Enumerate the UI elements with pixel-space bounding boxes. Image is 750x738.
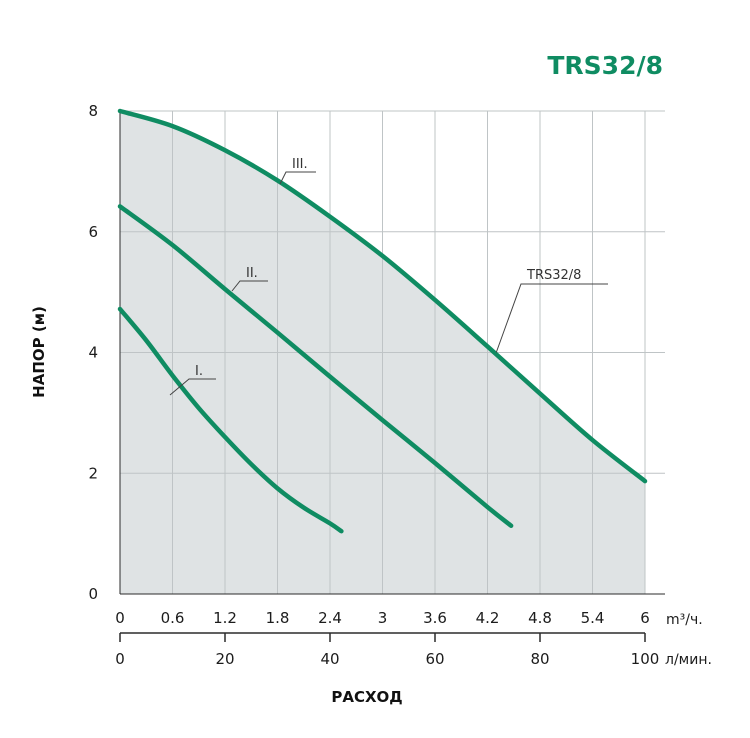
- y-axis-title: НАПОР (м): [30, 306, 48, 398]
- x-tick-label: 2.4: [318, 609, 342, 627]
- x-axis-unit-primary: m³/ч.: [666, 612, 703, 628]
- x-tick-labels: 0 0.6 1.2 1.8 2.4 3 3.6 4.2 4.8 5.4 6: [115, 609, 650, 627]
- x-axis-title: РАСХОД: [331, 688, 402, 706]
- x-tick-label: 3.6: [423, 609, 447, 627]
- y-tick-label: 4: [88, 344, 98, 362]
- series-label-leader: [231, 280, 268, 292]
- y-tick-label: 0: [88, 585, 98, 603]
- y-tick-label: 6: [88, 223, 98, 241]
- series-curve-3: [117, 108, 648, 484]
- x-tick-label: 6: [640, 609, 650, 627]
- x-tick-label: 0: [115, 609, 125, 627]
- x-tick-label: 0.6: [161, 609, 185, 627]
- secondary-tick-label: 40: [320, 650, 339, 668]
- series-group: [117, 108, 648, 534]
- chart-title: TRS32/8: [547, 51, 663, 80]
- series-label-3: III.: [292, 157, 308, 172]
- series-label-2: II.: [246, 266, 258, 281]
- series-label-1: I.: [195, 364, 203, 379]
- model-annotation-leader: [495, 283, 608, 353]
- secondary-tick-label: 100: [631, 650, 660, 668]
- secondary-tick-label: 80: [530, 650, 549, 668]
- series-labels: I. II. III. TRS32/8: [169, 157, 608, 396]
- x-tick-label: 4.2: [476, 609, 500, 627]
- series-label-leader: [279, 171, 316, 185]
- secondary-tick-label: 20: [215, 650, 234, 668]
- model-annotation: TRS32/8: [526, 268, 581, 283]
- secondary-x-axis: 0 20 40 60 80 100: [115, 632, 660, 668]
- x-tick-label: 4.8: [528, 609, 552, 627]
- x-axis-unit-secondary: л/мин.: [665, 652, 712, 668]
- series-label-leader: [169, 378, 216, 396]
- series-curve-1: [117, 306, 344, 534]
- y-tick-labels: 0 2 4 6 8: [88, 102, 98, 603]
- grid-lines: [119, 110, 665, 595]
- x-tick-label: 5.4: [581, 609, 605, 627]
- y-tick-label: 2: [88, 464, 98, 482]
- secondary-tick-label: 0: [115, 650, 125, 668]
- y-tick-label: 8: [88, 102, 98, 120]
- x-tick-label: 1.2: [213, 609, 237, 627]
- secondary-tick-label: 60: [425, 650, 444, 668]
- series-curve-2: [117, 204, 514, 529]
- x-tick-label: 3: [378, 609, 388, 627]
- x-tick-label: 1.8: [266, 609, 290, 627]
